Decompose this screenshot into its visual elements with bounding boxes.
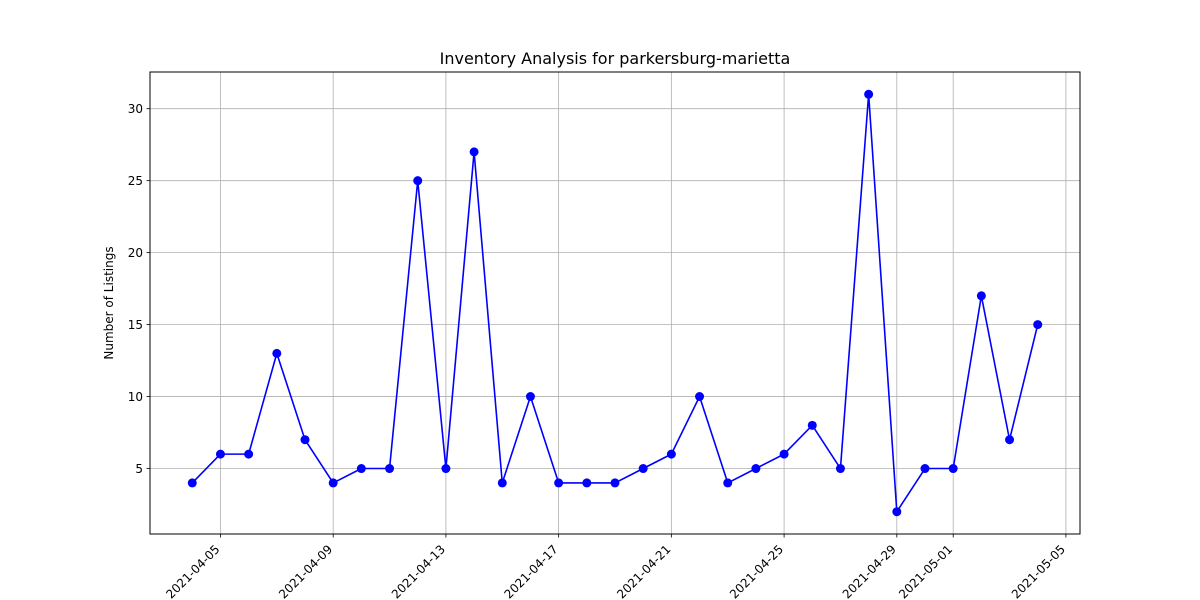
data-point <box>356 464 366 474</box>
data-point <box>892 507 902 517</box>
data-point <box>1005 435 1015 445</box>
data-point <box>497 478 507 488</box>
data-point <box>807 420 817 430</box>
data-point <box>300 435 310 445</box>
chart-title: Inventory Analysis for parkersburg-marie… <box>440 49 791 68</box>
y-tick-label: 30 <box>128 102 143 116</box>
y-tick-label: 5 <box>135 462 143 476</box>
plot-frame <box>149 71 1081 535</box>
data-point <box>328 478 338 488</box>
data-point <box>244 449 254 459</box>
data-point <box>723 478 733 488</box>
y-axis-title: Number of Listings <box>102 246 116 359</box>
data-point <box>976 291 986 301</box>
data-point <box>554 478 564 488</box>
data-point <box>582 478 592 488</box>
data-point <box>413 176 423 186</box>
data-point <box>864 89 874 99</box>
y-tick-label: 25 <box>128 174 143 188</box>
data-point <box>469 147 479 157</box>
data-point <box>666 449 676 459</box>
y-tick-label: 15 <box>128 318 143 332</box>
data-point <box>215 449 225 459</box>
data-point <box>920 464 930 474</box>
data-point <box>695 392 705 402</box>
grid-lines <box>150 72 1080 534</box>
data-point <box>948 464 958 474</box>
data-point <box>441 464 451 474</box>
data-point <box>187 478 197 488</box>
data-point <box>272 348 282 358</box>
data-point <box>638 464 648 474</box>
data-point <box>779 449 789 459</box>
data-point <box>1033 320 1043 330</box>
y-tick-label: 20 <box>128 246 143 260</box>
data-point <box>751 464 761 474</box>
data-point <box>385 464 395 474</box>
data-point <box>610 478 620 488</box>
series-layer <box>187 89 1043 517</box>
y-tick-label: 10 <box>128 390 143 404</box>
data-point <box>835 464 845 474</box>
data-point <box>525 392 535 402</box>
y-axis-ticks: 5 10 15 20 25 30 <box>128 102 150 476</box>
